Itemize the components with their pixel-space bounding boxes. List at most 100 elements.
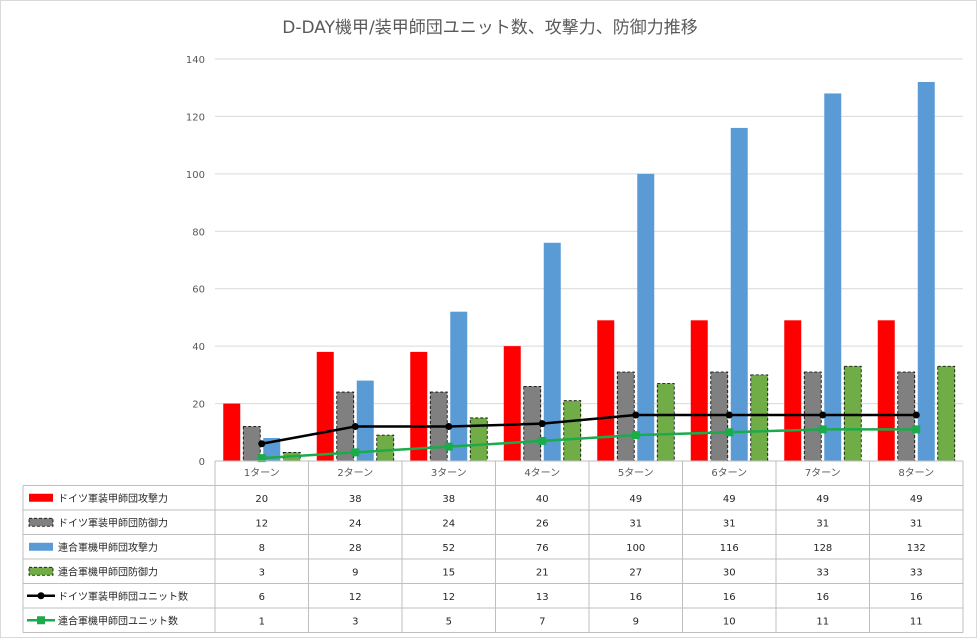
table-cell: 12 bbox=[442, 592, 455, 603]
table-cell: 38 bbox=[349, 494, 362, 505]
legend-label: 連合軍機甲師団ユニット数 bbox=[58, 614, 178, 627]
y-tick-label: 140 bbox=[186, 55, 205, 66]
bar bbox=[710, 371, 729, 462]
data-table: 1ターン 2ターン 3ターン 4ターン 5ターン 6ターン 7ターン 8ターンドイツ軍装甲師団… bbox=[22, 460, 964, 633]
y-tick-label: 60 bbox=[192, 285, 205, 296]
table-cell: 33 bbox=[816, 567, 829, 578]
line-point bbox=[258, 440, 266, 448]
bar bbox=[843, 365, 862, 462]
line-point bbox=[818, 425, 827, 434]
table-cell: 11 bbox=[816, 616, 829, 627]
table-cell: 12 bbox=[255, 518, 268, 529]
bar bbox=[563, 400, 582, 462]
table-cell: 26 bbox=[536, 518, 549, 529]
bar bbox=[450, 311, 468, 461]
y-tick-label: 80 bbox=[192, 227, 205, 238]
bar-series bbox=[223, 81, 956, 462]
table-cell: 49 bbox=[723, 494, 736, 505]
table-cell: 49 bbox=[816, 494, 829, 505]
table-cell: 21 bbox=[536, 567, 549, 578]
legend-label: ドイツ軍装甲師団ユニット数 bbox=[58, 590, 188, 603]
bar bbox=[503, 346, 521, 461]
table-cell: 49 bbox=[910, 494, 923, 505]
table-cell: 16 bbox=[910, 592, 923, 603]
legend-key bbox=[29, 542, 53, 551]
line-point bbox=[538, 436, 547, 445]
bar bbox=[637, 173, 655, 461]
table-cell: 31 bbox=[910, 518, 923, 529]
bar bbox=[543, 242, 561, 461]
table-cell: 40 bbox=[536, 494, 549, 505]
line-point bbox=[819, 411, 827, 419]
x-tick-label: 7ターン bbox=[805, 467, 841, 479]
line-point bbox=[912, 411, 920, 419]
bar bbox=[242, 426, 261, 462]
table-cell: 31 bbox=[816, 518, 829, 529]
line-point bbox=[725, 428, 734, 437]
bar bbox=[937, 365, 956, 462]
table-cell: 76 bbox=[536, 543, 549, 554]
legend-label: ドイツ軍装甲師団攻撃力 bbox=[58, 492, 168, 505]
legend-label: 連合軍機甲師団攻撃力 bbox=[58, 541, 158, 554]
legend-key-marker bbox=[37, 616, 45, 625]
table-cell: 128 bbox=[813, 543, 832, 554]
y-tick-label: 40 bbox=[192, 342, 205, 353]
line-point bbox=[631, 431, 640, 440]
legend-key bbox=[28, 517, 54, 527]
table-cell: 11 bbox=[910, 616, 923, 627]
table-cell: 5 bbox=[446, 616, 452, 627]
series-line bbox=[261, 428, 917, 460]
line-point bbox=[351, 448, 360, 457]
table-cell: 8 bbox=[259, 543, 265, 554]
x-tick-label: 1ターン bbox=[244, 467, 280, 479]
bar bbox=[803, 371, 822, 462]
bar bbox=[730, 127, 748, 462]
line-point bbox=[912, 425, 921, 434]
x-tick-label: 2ターン bbox=[337, 467, 373, 479]
bar bbox=[597, 320, 615, 461]
table-cell: 33 bbox=[910, 567, 923, 578]
bar bbox=[356, 380, 374, 461]
chart-title: D-DAY機甲/装甲師団ユニット数、攻撃力、防御力推移 bbox=[282, 18, 697, 38]
x-tick-label: 4ターン bbox=[524, 467, 560, 479]
x-tick-label: 8ターン bbox=[898, 467, 934, 479]
bar bbox=[877, 320, 895, 461]
legend-label: ドイツ軍装甲師団防御力 bbox=[58, 516, 168, 529]
table-cell: 3 bbox=[352, 616, 358, 627]
line-point bbox=[632, 411, 640, 419]
table-cell: 31 bbox=[629, 518, 642, 529]
line-point bbox=[257, 454, 266, 463]
x-tick-label: 5ターン bbox=[618, 467, 654, 479]
table-cell: 15 bbox=[442, 567, 455, 578]
table-cell: 100 bbox=[626, 543, 645, 554]
table-cell: 16 bbox=[629, 592, 642, 603]
table-cell: 12 bbox=[349, 592, 362, 603]
y-tick-label: 20 bbox=[192, 400, 205, 411]
y-tick-label: 0 bbox=[199, 457, 205, 468]
line-point bbox=[538, 420, 546, 428]
series-line bbox=[261, 413, 917, 446]
table-cell: 38 bbox=[442, 494, 455, 505]
table-cell: 20 bbox=[255, 494, 268, 505]
y-tick-label: 100 bbox=[186, 170, 205, 181]
bar bbox=[690, 320, 708, 461]
table-cell: 9 bbox=[352, 567, 358, 578]
line-point bbox=[351, 423, 359, 431]
y-tick-label: 120 bbox=[186, 112, 205, 123]
table-cell: 28 bbox=[349, 543, 362, 554]
table-cell: 13 bbox=[536, 592, 549, 603]
table-cell: 132 bbox=[907, 543, 926, 554]
table-cell: 16 bbox=[816, 592, 829, 603]
table-cell: 7 bbox=[539, 616, 545, 627]
legend-key bbox=[29, 493, 53, 502]
bar bbox=[410, 351, 428, 461]
bar bbox=[917, 81, 935, 461]
table-cell: 116 bbox=[720, 543, 739, 554]
bar bbox=[824, 93, 842, 461]
bar bbox=[784, 320, 802, 461]
table-cell: 24 bbox=[349, 518, 362, 529]
legend-key-marker bbox=[37, 592, 45, 600]
bar bbox=[223, 403, 241, 461]
table-cell: 6 bbox=[259, 592, 265, 603]
